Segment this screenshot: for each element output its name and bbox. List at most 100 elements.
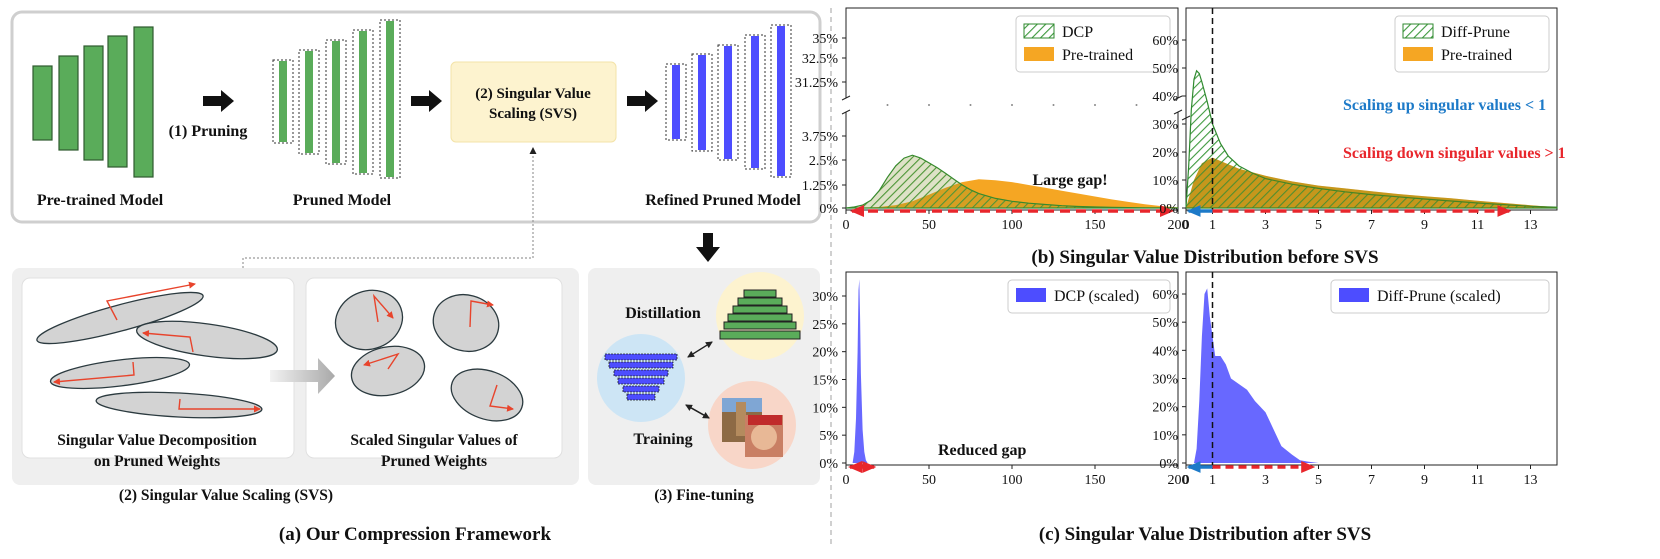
pretrained-layer (133, 26, 154, 178)
x-tick-label: 50 (922, 218, 936, 233)
framework-caption: (a) Our Compression Framework (279, 524, 552, 545)
x-tick-label: 9 (1421, 218, 1428, 233)
y-tick-label: 31.25% (795, 76, 839, 91)
svs-box-line2: Scaling (SVS) (489, 106, 577, 122)
pruned-layer-outline (298, 49, 320, 155)
axis-break-mark (1173, 95, 1183, 101)
series-diffprune-scaled-area (1193, 288, 1319, 463)
x-tick-label: 7 (1368, 473, 1375, 488)
x-tick-label: 0 (843, 473, 850, 488)
pruned-layer (359, 31, 367, 173)
train-arrow-back (685, 404, 710, 419)
refined-layer (698, 55, 706, 150)
distill-arrow-back (687, 341, 713, 358)
scaled-ellipse (350, 345, 426, 397)
annotation-reduced-gap: Reduced gap (938, 442, 1027, 459)
teacher-layer (719, 330, 801, 340)
weight-ellipse (36, 291, 204, 345)
x-tick-label: 200 (1168, 473, 1189, 488)
x-tick-label: 9 (1421, 473, 1428, 488)
x-tick-label: 1 (1209, 218, 1216, 233)
scaled-vector (469, 300, 494, 328)
y-tick-label: 25% (812, 318, 838, 333)
student-layer (604, 353, 678, 361)
legend-box (1007, 279, 1171, 314)
pipeline-box (10, 10, 822, 224)
y-tick-label: 40% (1152, 90, 1178, 105)
pruned-layer (386, 21, 394, 177)
annotation-scale-down: Scaling down singular values > 1 (1343, 145, 1566, 162)
y-tick-label: 10% (1152, 429, 1178, 444)
chart-dcp-before: 0 50 100 150 200 35% 32.5% 31.25% 3.75% 2.5% 1.25%… (795, 7, 1189, 233)
scaled-caption-line1: Scaled Singular Values of (350, 432, 518, 449)
x-tick-label: 100 (1002, 473, 1023, 488)
refined-layer (724, 46, 732, 159)
annotation-large-gap: Large gap! (1032, 172, 1107, 189)
caption-before: (b) Singular Value Distribution before S… (1031, 247, 1378, 268)
finetune-caption: (3) Fine-tuning (654, 487, 754, 504)
svs-input-arrow (411, 90, 442, 112)
teacher-layer (737, 297, 783, 306)
pruned-layer-outline (325, 39, 347, 165)
axis-break-dot (1135, 104, 1138, 106)
chart-diffprune-before: 0 1 3 5 7 9 11 130%10%20%30%40%50%60%Scaling up… (1152, 7, 1566, 233)
pretrained-layer (32, 65, 53, 141)
scaled-vector (489, 384, 514, 412)
y-tick-label: 60% (1152, 288, 1178, 303)
pruned-layer (279, 61, 287, 142)
legend-label: Pre-trained (1062, 47, 1133, 64)
y-tick-label: 3.75% (802, 130, 839, 145)
pruned-label: Pruned Model (293, 192, 392, 209)
svs-panel-caption: (2) Singular Value Scaling (SVS) (119, 487, 333, 504)
svd-caption-line1: Singular Value Decomposition (57, 432, 257, 449)
sample-images (722, 398, 783, 457)
chart-diffprune-after: 0 1 3 5 7 9 11 130%10%20%30%40%50%60% Diff-Prune… (1152, 271, 1558, 488)
y-tick-label: 1.25% (802, 179, 839, 194)
student-layer (622, 385, 660, 393)
svd-ellipses (36, 291, 278, 419)
svd-caption-line2: on Pruned Weights (94, 453, 220, 470)
annotation-scale-up: Scaling up singular values < 1 (1343, 97, 1546, 114)
caption-after: (c) Singular Value Distribution after SV… (1039, 524, 1371, 545)
axis-break-mark (1181, 115, 1191, 121)
teacher-layer (732, 305, 788, 314)
pruned-model-diagram (272, 19, 401, 179)
pruned-layer (332, 41, 340, 163)
x-tick-label: 100 (1002, 218, 1023, 233)
training-label: Training (633, 431, 692, 448)
x-tick-label: 11 (1471, 218, 1484, 233)
x-tick-label: 1 (1209, 473, 1216, 488)
y-tick-label: 0% (1159, 202, 1178, 217)
x-tick-label: 5 (1315, 218, 1322, 233)
refined-layer-outline (717, 44, 739, 161)
pruned-layer-outline (272, 59, 294, 144)
scaled-ellipse (432, 293, 500, 353)
x-tick-label: 150 (1085, 473, 1106, 488)
svs-output-arrow (627, 90, 658, 112)
pruned-layer-outline (352, 29, 374, 175)
scaled-vector (372, 293, 394, 323)
refined-layer (751, 36, 759, 168)
teacher-layer (723, 321, 797, 330)
singular-vector (178, 398, 261, 413)
framework-panel: Pre-trained Model (1) Pruning Pruned Mod… (10, 10, 822, 545)
student-layer (626, 393, 656, 401)
refined-model-diagram (665, 24, 792, 178)
x-tick-label: 200 (1168, 218, 1189, 233)
x-tick-label: 0 (843, 218, 850, 233)
scaled-vectors (363, 293, 514, 412)
weight-ellipse (49, 356, 191, 390)
legend-label: Pre-trained (1441, 47, 1512, 64)
y-tick-label: 40% (1152, 344, 1178, 359)
teacher-model-icon (719, 289, 801, 340)
y-tick-label: 30% (1152, 373, 1178, 388)
axis-break-mark (841, 95, 851, 101)
axis-break-dot (928, 104, 930, 106)
y-tick-label: 20% (1152, 146, 1178, 161)
legend-label: DCP (1062, 24, 1093, 41)
legend-swatch (1023, 23, 1055, 39)
scaling-arrow (270, 358, 335, 394)
y-tick-label: 10% (1152, 174, 1178, 189)
y-tick-label: 50% (1152, 316, 1178, 331)
